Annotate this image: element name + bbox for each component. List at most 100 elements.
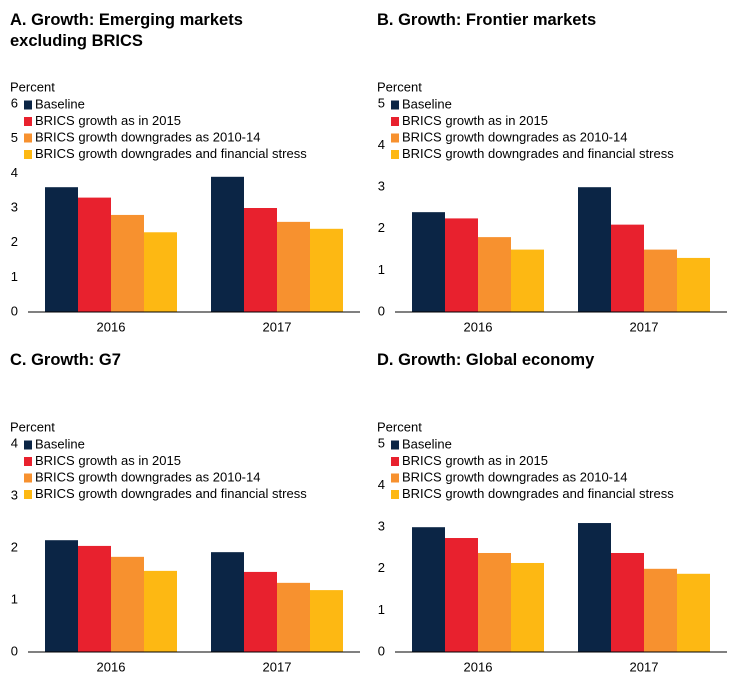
y-tick-label: 3 xyxy=(11,199,18,214)
y-axis-label: Percent xyxy=(10,419,55,434)
bar xyxy=(244,208,277,312)
legend-swatch xyxy=(391,100,399,110)
y-tick-label: 3 xyxy=(11,487,18,502)
y-tick-label: 0 xyxy=(378,643,385,658)
bar xyxy=(144,570,177,652)
legend-label: BRICS growth as in 2015 xyxy=(35,113,181,128)
bar xyxy=(111,556,144,652)
bar xyxy=(677,573,710,652)
legend-swatch xyxy=(24,117,32,126)
y-tick-label: 1 xyxy=(11,269,18,284)
legend-swatch xyxy=(24,133,32,143)
legend-label: BRICS growth downgrades as 2010-14 xyxy=(35,129,260,144)
bar xyxy=(244,571,277,652)
bar xyxy=(511,562,544,652)
bar xyxy=(611,552,644,652)
x-tick-label: 2016 xyxy=(97,319,126,334)
bar xyxy=(412,212,445,312)
x-tick-label: 2017 xyxy=(263,319,292,334)
bar xyxy=(78,545,111,652)
legend-label: BRICS growth as in 2015 xyxy=(35,453,181,468)
y-tick-label: 0 xyxy=(11,643,18,658)
legend-label: Baseline xyxy=(35,96,85,111)
legend-swatch xyxy=(391,150,399,159)
y-tick-label: 1 xyxy=(378,602,385,617)
legend-swatch xyxy=(24,457,32,466)
chart: Percent 0 1 2 3 4 Baseline BRICS growth as in 2… xyxy=(10,419,360,674)
legend-label: BRICS growth downgrades and financial st… xyxy=(35,146,307,161)
legend-swatch xyxy=(24,100,32,110)
bar xyxy=(211,176,244,312)
bar xyxy=(45,540,78,652)
bar xyxy=(144,232,177,312)
chart: Percent 0 1 2 3 4 5 6 Baseline BRICS growth as in… xyxy=(10,79,360,334)
y-tick-label: 4 xyxy=(378,477,385,492)
bar xyxy=(578,187,611,312)
legend-label: BRICS growth downgrades and financial st… xyxy=(35,486,307,501)
bar xyxy=(511,249,544,312)
bar xyxy=(445,218,478,312)
legend-label: Baseline xyxy=(402,436,452,451)
bar xyxy=(644,249,677,312)
legend-label: BRICS growth downgrades as 2010-14 xyxy=(35,469,260,484)
legend-label: BRICS growth downgrades as 2010-14 xyxy=(402,469,627,484)
y-tick-label: 5 xyxy=(378,95,385,110)
bar xyxy=(310,590,343,652)
y-tick-label: 1 xyxy=(11,591,18,606)
y-tick-label: 4 xyxy=(11,165,18,180)
legend-label: BRICS growth downgrades as 2010-14 xyxy=(402,129,627,144)
bar xyxy=(445,538,478,652)
y-tick-label: 4 xyxy=(378,137,385,152)
bar xyxy=(211,552,244,652)
chart-title: B. Growth: Frontier markets xyxy=(377,11,597,29)
legend-swatch xyxy=(24,490,32,499)
legend-swatch xyxy=(391,473,399,483)
y-tick-label: 2 xyxy=(11,539,18,554)
x-tick-label: 2016 xyxy=(97,659,126,674)
y-tick-label: 4 xyxy=(11,435,18,450)
y-tick-label: 0 xyxy=(378,303,385,318)
legend-label: BRICS growth as in 2015 xyxy=(402,453,548,468)
bar xyxy=(644,568,677,652)
y-axis-label: Percent xyxy=(10,79,55,94)
bar xyxy=(611,224,644,312)
legend-swatch xyxy=(391,490,399,499)
bar xyxy=(45,187,78,312)
legend-swatch xyxy=(24,150,32,159)
x-tick-label: 2016 xyxy=(464,319,493,334)
y-tick-label: 5 xyxy=(378,435,385,450)
x-tick-label: 2017 xyxy=(630,659,659,674)
bar xyxy=(111,214,144,312)
y-tick-label: 2 xyxy=(378,560,385,575)
legend-label: BRICS growth downgrades and financial st… xyxy=(402,486,674,501)
bar xyxy=(412,527,445,652)
chart-panel: B. Growth: Frontier markets Percent 0 1 2 3 4 5… xyxy=(367,0,734,339)
legend-swatch xyxy=(24,440,32,450)
legend-label: BRICS growth downgrades and financial st… xyxy=(402,146,674,161)
chart: Percent 0 1 2 3 4 5 Baseline BRICS growth as in … xyxy=(377,79,727,334)
x-tick-label: 2017 xyxy=(263,659,292,674)
chart-title: D. Growth: Global economy xyxy=(377,351,595,369)
y-tick-label: 3 xyxy=(378,519,385,534)
bar xyxy=(78,197,111,312)
legend-swatch xyxy=(391,117,399,126)
y-axis-label: Percent xyxy=(377,79,422,94)
bar xyxy=(478,237,511,312)
y-tick-label: 2 xyxy=(378,220,385,235)
x-tick-label: 2017 xyxy=(630,319,659,334)
bar xyxy=(310,228,343,312)
legend-swatch xyxy=(24,473,32,483)
y-tick-label: 2 xyxy=(11,234,18,249)
y-tick-label: 6 xyxy=(11,95,18,110)
bar xyxy=(578,523,611,652)
y-tick-label: 1 xyxy=(378,262,385,277)
bar xyxy=(277,221,310,312)
bar xyxy=(478,552,511,652)
chart-panel: D. Growth: Global economy Percent 0 1 2 3 4 5 Ba… xyxy=(367,340,734,679)
y-tick-label: 0 xyxy=(11,303,18,318)
chart: Percent 0 1 2 3 4 5 Baseline BRICS growth as in … xyxy=(377,419,727,674)
legend-label: Baseline xyxy=(35,436,85,451)
legend-label: Baseline xyxy=(402,96,452,111)
bar xyxy=(677,257,710,312)
